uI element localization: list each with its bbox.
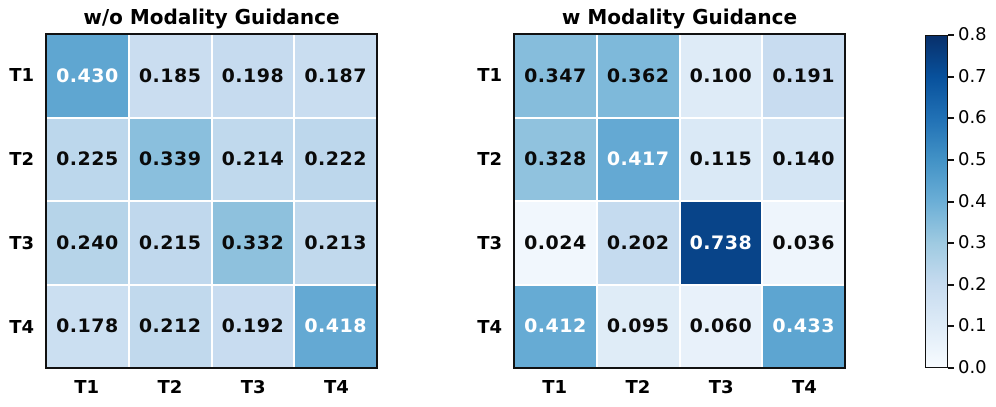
col-label: T1 (74, 376, 100, 398)
heatmap-cell: 0.412 (515, 285, 596, 367)
heatmap-left: 0.430 0.185 0.198 0.187 0.225 0.339 0.214 0.222… (45, 33, 378, 369)
heatmap-cell: 0.240 (47, 202, 128, 284)
row-label: T3 (9, 232, 34, 254)
row-label: T3 (477, 232, 502, 254)
row-labels-right: T1 T2 T3 T4 (468, 33, 506, 369)
colorbar-gradient (925, 35, 948, 368)
row-label: T4 (477, 316, 502, 338)
col-label: T2 (157, 376, 183, 398)
colorbar-tick-label: 0.8 (958, 24, 987, 45)
row-labels-left: T1 T2 T3 T4 (0, 33, 38, 369)
col-label: T2 (625, 376, 651, 398)
heatmap-cell: 0.095 (597, 285, 679, 367)
col-labels-left: T1 T2 T3 T4 (45, 372, 378, 402)
heatmap-title-right: w Modality Guidance (561, 5, 798, 29)
heatmap-cell: 0.187 (295, 35, 376, 117)
row-label: T2 (477, 148, 502, 170)
row-label: T1 (9, 64, 34, 86)
heatmap-cell: 0.192 (212, 285, 294, 367)
col-label: T3 (708, 376, 734, 398)
colorbar-tick-label: 0.7 (958, 65, 987, 87)
colorbar-tick (948, 325, 954, 328)
col-label: T3 (240, 376, 266, 398)
col-label: T4 (791, 376, 817, 398)
colorbar-tick (948, 34, 954, 36)
row-label: T1 (477, 64, 502, 86)
colorbar-tick (948, 158, 954, 161)
heatmap-cell: 0.024 (515, 202, 596, 284)
heatmap-cell: 0.100 (680, 35, 762, 117)
colorbar-tick-label: 0.3 (958, 232, 987, 254)
row-label: T4 (9, 316, 34, 338)
colorbar-tick-label: 0.5 (958, 148, 987, 170)
colorbar-tick (948, 283, 954, 286)
heatmap-cell: 0.738 (680, 202, 762, 284)
col-label: T1 (542, 376, 568, 398)
heatmap-cell: 0.115 (680, 118, 762, 200)
heatmap-cell: 0.222 (295, 118, 376, 200)
heatmap-cell: 0.328 (515, 118, 596, 200)
heatmap-cell: 0.339 (129, 118, 211, 200)
colorbar-tick (948, 367, 954, 369)
heatmap-cell: 0.430 (47, 35, 128, 117)
heatmap-cell: 0.178 (47, 285, 128, 367)
colorbar-tick-label: 0.1 (958, 315, 987, 337)
heatmap-cell: 0.417 (597, 118, 679, 200)
colorbar-tick-label: 0.0 (958, 357, 987, 378)
heatmap-cell: 0.212 (129, 285, 211, 367)
colorbar-tick (948, 75, 954, 78)
heatmap-title-left: w/o Modality Guidance (83, 5, 340, 29)
colorbar-tick (948, 200, 954, 203)
col-labels-right: T1 T2 T3 T4 (513, 372, 846, 402)
heatmap-cell: 0.202 (597, 202, 679, 284)
heatmap-cell: 0.225 (47, 118, 128, 200)
col-label: T4 (323, 376, 349, 398)
colorbar-tick-label: 0.2 (958, 273, 987, 295)
heatmap-cell: 0.060 (680, 285, 762, 367)
heatmap-cell: 0.191 (763, 35, 844, 117)
heatmap-cell: 0.347 (515, 35, 596, 117)
heatmap-cell: 0.215 (129, 202, 211, 284)
colorbar-tick-label: 0.4 (958, 190, 987, 212)
heatmap-cell: 0.433 (763, 285, 844, 367)
heatmap-cell: 0.214 (212, 118, 294, 200)
heatmap-cell: 0.185 (129, 35, 211, 117)
heatmap-cell: 0.418 (295, 285, 376, 367)
heatmap-cell: 0.362 (597, 35, 679, 117)
colorbar-tick-label: 0.6 (958, 107, 987, 129)
row-label: T2 (9, 148, 34, 170)
heatmap-right: 0.347 0.362 0.100 0.191 0.328 0.417 0.115 0.140… (513, 33, 846, 369)
colorbar-tick (948, 117, 954, 120)
heatmap-cell: 0.036 (763, 202, 844, 284)
heatmap-cell: 0.213 (295, 202, 376, 284)
heatmap-cell: 0.140 (763, 118, 844, 200)
colorbar-tick (948, 242, 954, 245)
heatmap-cell: 0.332 (212, 202, 294, 284)
heatmap-cell: 0.198 (212, 35, 294, 117)
